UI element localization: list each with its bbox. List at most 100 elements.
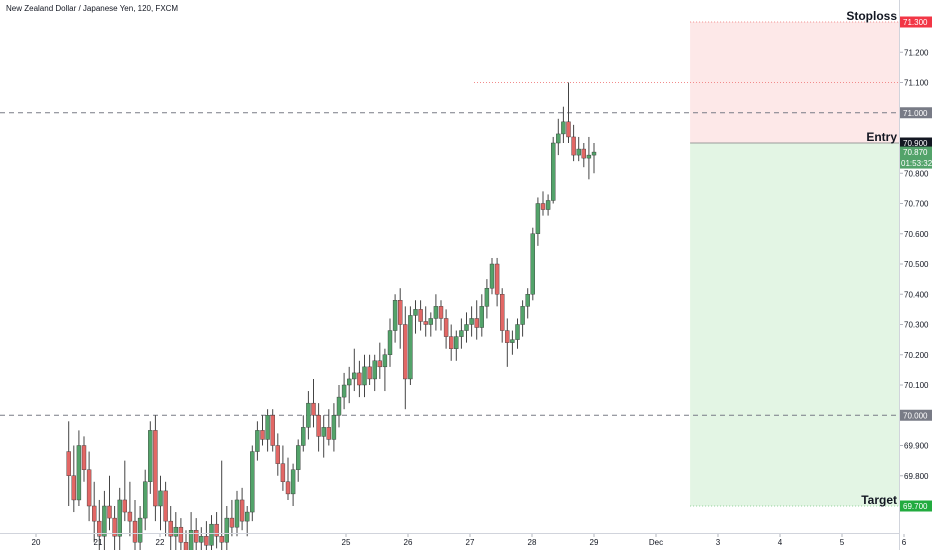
candle[interactable] [341, 372, 347, 410]
candle[interactable] [163, 481, 168, 537]
candle[interactable] [224, 506, 230, 550]
candle[interactable] [255, 421, 260, 461]
candle[interactable] [148, 421, 153, 494]
candle[interactable] [530, 227, 535, 301]
candle[interactable] [239, 487, 245, 531]
candle[interactable] [81, 436, 87, 482]
candle[interactable] [362, 354, 367, 398]
candle[interactable] [219, 460, 224, 550]
candle[interactable] [494, 257, 500, 307]
candle[interactable] [469, 306, 474, 337]
candle[interactable] [270, 409, 275, 452]
position-zones[interactable] [690, 21, 899, 507]
candle[interactable] [535, 197, 541, 246]
candle[interactable] [336, 385, 342, 428]
candle[interactable] [352, 348, 357, 392]
candle[interactable] [280, 445, 286, 491]
candle[interactable] [296, 439, 301, 482]
candle[interactable] [454, 330, 459, 361]
candle[interactable] [520, 300, 525, 337]
candle[interactable] [306, 391, 311, 440]
candle[interactable] [438, 300, 444, 331]
candle[interactable] [112, 506, 117, 550]
candle[interactable] [321, 415, 326, 458]
candle[interactable] [275, 433, 280, 476]
candle[interactable] [510, 330, 515, 355]
candle[interactable] [97, 499, 102, 550]
candle[interactable] [372, 354, 377, 392]
candle[interactable] [367, 354, 372, 385]
candle[interactable] [479, 294, 484, 337]
candle[interactable] [433, 294, 439, 331]
candle[interactable] [331, 403, 337, 452]
candle[interactable] [127, 481, 133, 537]
candle[interactable] [418, 300, 423, 331]
candle[interactable] [290, 463, 296, 506]
candle[interactable] [326, 409, 331, 446]
candle[interactable] [398, 288, 403, 349]
candle[interactable] [158, 475, 163, 531]
candle[interactable] [86, 451, 92, 522]
candle[interactable] [387, 318, 393, 367]
date-axis[interactable]: 2021222526272829Dec34569 [0, 533, 932, 548]
candle[interactable] [459, 318, 464, 349]
candle[interactable] [188, 512, 194, 550]
candle[interactable] [117, 487, 122, 550]
candle[interactable] [525, 288, 530, 319]
candle[interactable] [122, 460, 128, 522]
candle[interactable] [178, 518, 184, 550]
candle[interactable] [301, 415, 306, 452]
candle[interactable] [423, 306, 428, 337]
candle[interactable] [556, 118, 561, 156]
candle[interactable] [260, 415, 265, 446]
candle[interactable] [66, 421, 71, 506]
candle[interactable] [382, 348, 388, 392]
candle[interactable] [214, 512, 219, 549]
candle[interactable] [443, 309, 449, 349]
candle[interactable] [311, 378, 316, 428]
candle[interactable] [403, 306, 408, 410]
candle[interactable] [464, 312, 469, 343]
candle[interactable] [428, 312, 433, 337]
candle[interactable] [71, 445, 77, 513]
candle[interactable] [540, 191, 546, 216]
candle[interactable] [551, 136, 556, 204]
candle[interactable] [505, 318, 510, 367]
candle[interactable] [489, 257, 495, 295]
candle[interactable] [566, 82, 571, 144]
candle[interactable] [586, 136, 592, 180]
candle[interactable] [515, 318, 520, 349]
candle[interactable] [392, 294, 398, 343]
candle[interactable] [377, 342, 382, 379]
candle[interactable] [168, 506, 173, 550]
candle[interactable] [142, 469, 148, 531]
candle[interactable] [347, 366, 352, 404]
candle[interactable] [132, 499, 138, 550]
candle[interactable] [408, 306, 413, 385]
candle[interactable] [183, 530, 189, 550]
candle[interactable] [234, 490, 240, 537]
candle[interactable] [561, 106, 566, 143]
candle[interactable] [545, 194, 551, 216]
candle[interactable] [204, 521, 209, 550]
candle[interactable] [571, 124, 576, 162]
candle[interactable] [244, 506, 250, 537]
candle[interactable] [265, 409, 270, 452]
candle[interactable] [250, 445, 255, 522]
candle[interactable] [413, 300, 418, 334]
candle[interactable] [153, 415, 158, 522]
candle[interactable] [91, 481, 97, 543]
candle[interactable] [316, 403, 321, 452]
candle[interactable] [591, 143, 597, 174]
candle[interactable] [449, 324, 454, 361]
candle[interactable] [285, 457, 291, 500]
candle[interactable] [137, 506, 143, 550]
price-axis[interactable]: 71.200 71.100 70.800 70.700 70.600 70.500 70.4… [899, 0, 930, 550]
candle[interactable] [107, 475, 112, 531]
candle[interactable] [357, 360, 362, 398]
candle[interactable] [229, 499, 235, 537]
candle[interactable] [102, 490, 107, 550]
candle[interactable] [474, 300, 479, 340]
reward-zone[interactable] [690, 143, 899, 506]
